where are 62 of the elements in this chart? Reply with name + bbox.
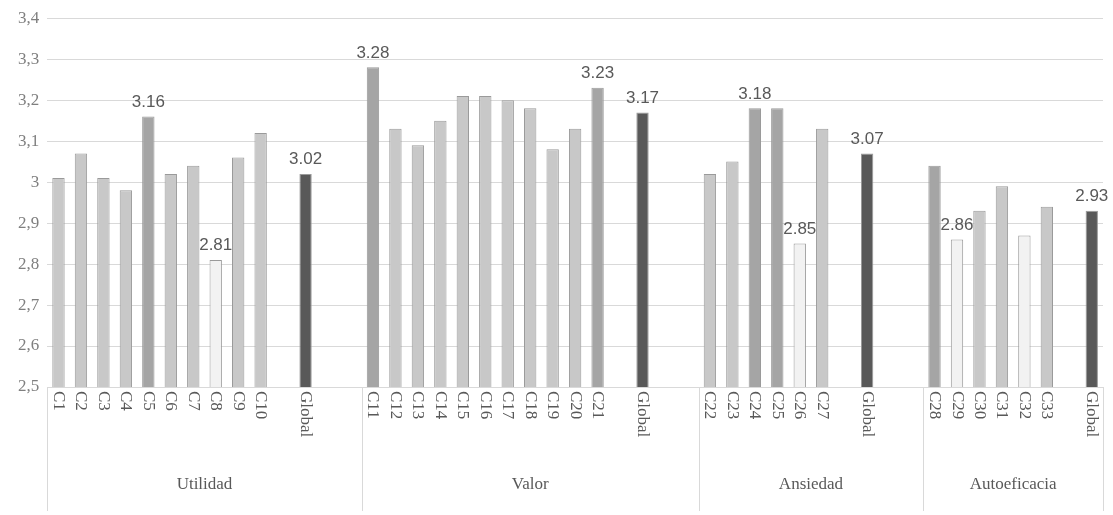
x-tick-label: C32 (1015, 391, 1035, 420)
data-label: 2.86 (940, 214, 974, 234)
y-tick-label: 2,7 (18, 294, 40, 314)
x-tick-label: C10 (252, 391, 272, 420)
x-tick-label: C21 (589, 391, 609, 420)
x-tick-label: C17 (499, 391, 519, 420)
x-tick-label: C31 (993, 391, 1013, 420)
text: Utilidad (176, 474, 233, 494)
x-tick-label: C3 (94, 391, 114, 411)
x-tick-label: C24 (746, 391, 766, 420)
x-tick-label: C26 (791, 391, 811, 420)
x-tick-label: C27 (813, 391, 833, 420)
data-label: 2.85 (783, 218, 817, 238)
x-tick-label: C25 (768, 391, 788, 420)
y-tick-label: 2,8 (18, 253, 40, 273)
data-label: 3.18 (738, 83, 772, 103)
x-tick-label: C15 (454, 391, 474, 420)
data-label: 2.93 (1075, 185, 1109, 205)
x-tick-label: C12 (386, 391, 406, 420)
x-tick-label: C13 (409, 391, 429, 420)
data-label: 3.07 (850, 128, 884, 148)
x-tick-label: C1 (50, 391, 70, 411)
data-label: 3.17 (625, 87, 660, 107)
x-tick-label: C5 (139, 391, 159, 411)
text: Valor (511, 474, 549, 494)
x-tick-label: Global (1083, 391, 1103, 438)
text: Autoeficacia (969, 474, 1058, 494)
x-tick-label: C22 (701, 391, 721, 420)
y-tick-label: 2,5 (18, 376, 40, 396)
x-tick-label: C7 (184, 391, 204, 412)
x-tick-label: C2 (72, 391, 92, 411)
x-tick-label: C14 (431, 391, 451, 420)
y-tick-label: 3,4 (18, 7, 40, 27)
y-tick-label: 3 (30, 171, 40, 191)
x-tick-label: C20 (566, 391, 586, 420)
y-tick-label: 3,3 (18, 48, 40, 68)
x-tick-label: C16 (476, 391, 496, 420)
x-tick-label: C19 (544, 391, 564, 420)
x-tick-label: C9 (229, 391, 249, 411)
x-tick-label: C29 (948, 391, 968, 420)
text: Ansiedad (778, 474, 844, 494)
x-tick-label: C6 (162, 391, 182, 411)
data-label: 3.23 (581, 63, 615, 83)
y-tick-label: 2,6 (18, 335, 40, 355)
x-tick-label: C28 (926, 391, 946, 420)
x-tick-label: C33 (1038, 391, 1058, 420)
x-tick-label: C30 (970, 391, 990, 420)
data-label: 3.16 (131, 91, 165, 111)
x-tick-label: C11 (364, 391, 384, 419)
data-label: 2.81 (199, 235, 233, 255)
x-tick-label: C8 (207, 391, 227, 411)
x-tick-label: C18 (521, 391, 541, 420)
data-label: 3.02 (289, 149, 323, 169)
y-tick-label: 3,1 (18, 130, 40, 150)
x-tick-label: C4 (117, 391, 137, 412)
y-tick-label: 2,9 (18, 212, 40, 232)
y-tick-label: 3,2 (18, 89, 40, 109)
x-tick-label: C23 (723, 391, 743, 420)
data-label: 3.28 (356, 42, 390, 62)
x-tick-label: Global (858, 391, 878, 438)
x-tick-label: Global (634, 391, 654, 438)
x-tick-label: Global (297, 391, 317, 438)
